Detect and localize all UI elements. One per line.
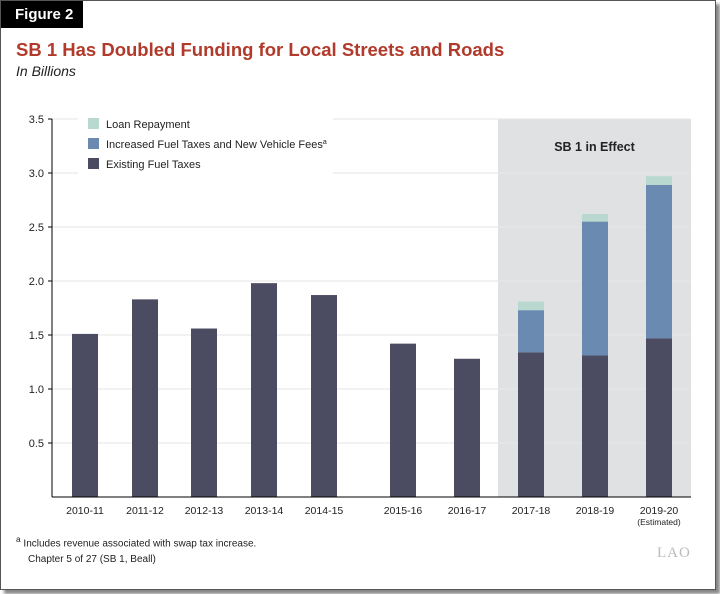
bar-existing-fuel-taxes [518, 352, 544, 497]
footnote-marker: a [16, 534, 21, 544]
x-tick-label: 2011-12 [126, 505, 164, 517]
y-tick-label: 1.5 [29, 330, 44, 342]
y-tick-label: 3.5 [29, 114, 44, 126]
x-tick-label: 2019-20 [640, 505, 679, 517]
y-tick-label: 3.0 [29, 168, 44, 180]
y-tick-label: 0.5 [29, 438, 44, 450]
legend-swatch [88, 138, 99, 149]
bar-loan-repayment [582, 214, 608, 222]
bar-existing-fuel-taxes [311, 295, 337, 497]
x-tick-label: 2016-17 [448, 505, 487, 517]
footnote: a Includes revenue associated with swap … [16, 534, 256, 549]
legend-box [78, 113, 333, 178]
bar-existing-fuel-taxes [390, 343, 416, 497]
y-tick-label: 1.0 [29, 384, 44, 396]
bar-existing-fuel-taxes [132, 299, 158, 497]
bar-increased-fuel-taxes-and-new-vehicle-fees [646, 184, 672, 339]
legend-swatch [88, 158, 99, 169]
bar-loan-repayment [518, 301, 544, 311]
annotation-label: SB 1 in Effect [554, 140, 635, 154]
chart: SB 1 in Effect 0.5 1.0 1.5 2.0 2.5 3.0 3.5 2010-… [29, 113, 691, 527]
legend-label: Existing Fuel Taxes [106, 159, 201, 171]
x-tick-label: 2015-16 [384, 505, 423, 517]
bar-loan-repayment [646, 176, 672, 185]
y-tick-label: 2.0 [29, 276, 44, 288]
bar-existing-fuel-taxes [251, 283, 277, 497]
bar-increased-fuel-taxes-and-new-vehicle-fees [582, 221, 608, 356]
figure-label: Figure 2 [1, 1, 83, 28]
x-tick-label: 2018-19 [576, 505, 615, 517]
x-tick-label: 2017-18 [512, 505, 551, 517]
chart-title: SB 1 Has Doubled Funding for Local Stree… [16, 39, 505, 60]
x-tick-label: 2014-15 [305, 505, 344, 517]
bar-existing-fuel-taxes [191, 328, 217, 497]
bar-existing-fuel-taxes [72, 333, 98, 497]
lao-logo: LAO [657, 545, 691, 561]
x-tick-note: (Estimated) [637, 517, 681, 527]
x-tick-label: 2012-13 [185, 505, 224, 517]
x-tick-label: 2013-14 [245, 505, 284, 517]
chart-subtitle: In Billions [16, 63, 76, 79]
bar-existing-fuel-taxes [582, 355, 608, 497]
y-tick-label: 2.5 [29, 222, 44, 234]
bar-increased-fuel-taxes-and-new-vehicle-fees [518, 310, 544, 353]
bar-existing-fuel-taxes [646, 338, 672, 497]
bar-existing-fuel-taxes [454, 358, 480, 497]
legend-label: Increased Fuel Taxes and New Vehicle Fee… [106, 139, 327, 151]
source-note: Chapter 5 of 27 (SB 1, Beall) [28, 554, 156, 565]
legend-label: Loan Repayment [106, 119, 190, 131]
footnote-text: Includes revenue associated with swap ta… [23, 538, 257, 550]
x-tick-label: 2010-11 [66, 505, 104, 517]
legend-swatch [88, 118, 99, 129]
